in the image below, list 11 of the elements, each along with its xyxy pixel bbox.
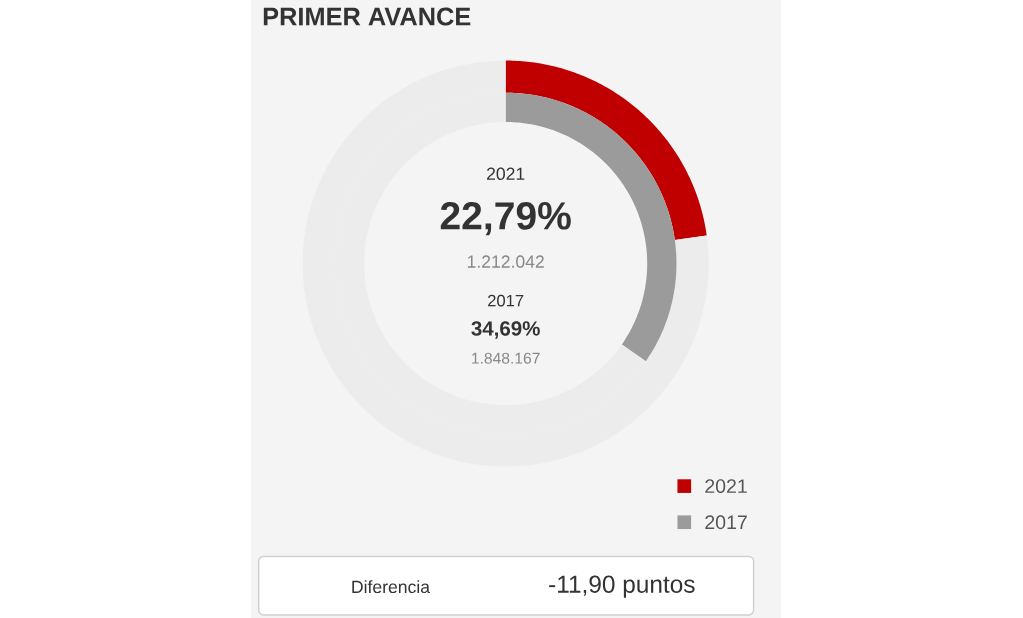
text: Diferencia	[352, 580, 430, 594]
text: 22,79%	[440, 202, 571, 236]
legend-label: 2021	[705, 479, 747, 494]
text: 2017	[488, 294, 524, 307]
text: 1.848.167	[472, 352, 540, 364]
text: 1.212.042	[467, 255, 544, 268]
text: -11,90 puntos	[549, 575, 695, 598]
chart-title: PRIMER AVANCE	[263, 7, 471, 26]
text: 34,69%	[471, 321, 540, 339]
legend-label: 2017	[705, 515, 747, 530]
text: 2021	[487, 167, 525, 181]
